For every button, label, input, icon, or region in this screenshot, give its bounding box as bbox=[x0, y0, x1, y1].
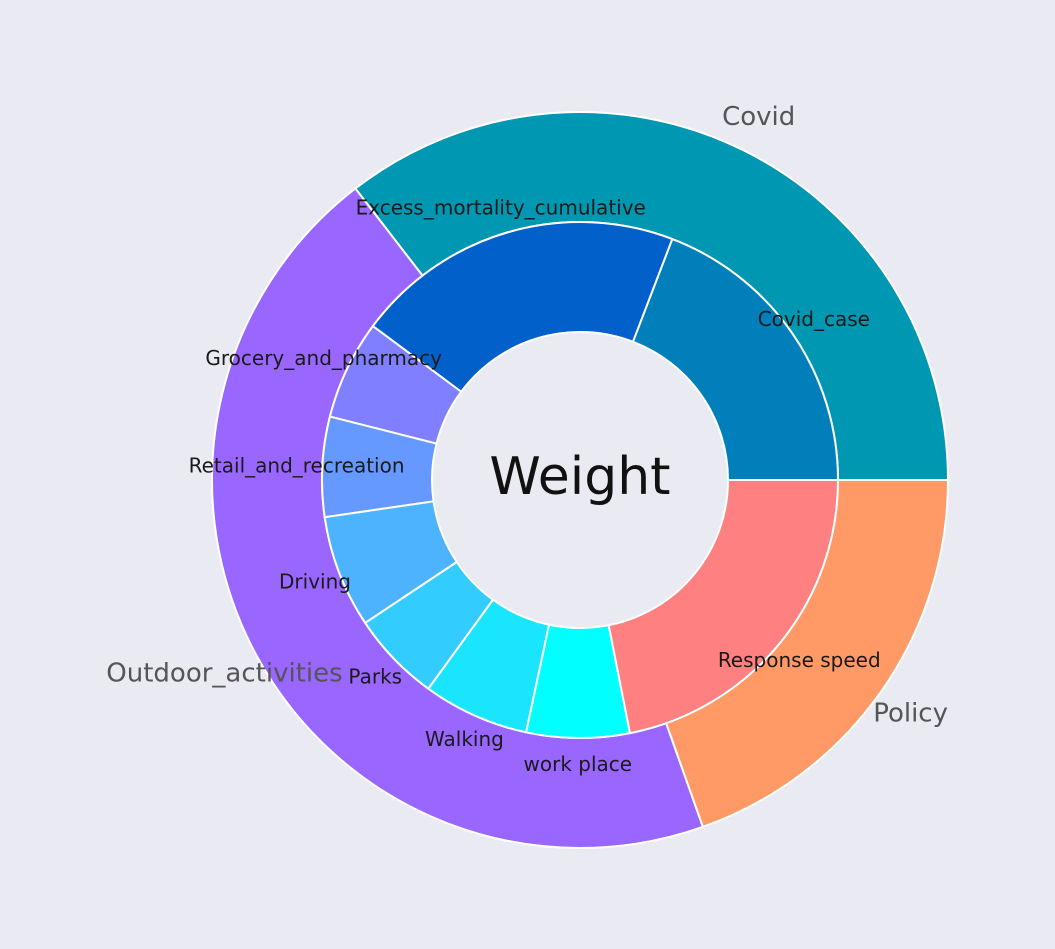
inner-label-driving: Driving bbox=[279, 570, 351, 594]
inner-label-response-speed: Response speed bbox=[718, 648, 881, 672]
inner-label-excess-mortality-cumulative: Excess_mortality_cumulative bbox=[356, 195, 646, 219]
inner-labels: Covid_case Excess_mortality_cumulative Gro… bbox=[189, 195, 881, 775]
outer-labels: Covid Outdoor_activities Policy bbox=[106, 102, 948, 729]
inner-wedge-response-speed bbox=[607, 479, 839, 735]
inner-label-covid-case: Covid_case bbox=[758, 307, 870, 331]
inner-label-parks: Parks bbox=[348, 665, 402, 689]
inner-wedge-covid-case bbox=[631, 238, 839, 481]
inner-label-walking: Walking bbox=[425, 727, 504, 751]
outer-label-covid: Covid bbox=[722, 102, 795, 132]
inner-wedge-excess-mortality-cumulative bbox=[371, 221, 674, 393]
inner-label-retail-and-recreation: Retail_and_recreation bbox=[189, 453, 405, 477]
inner-label-work-place: work place bbox=[524, 752, 633, 776]
outer-label-policy: Policy bbox=[873, 699, 948, 729]
inner-label-grocery-and-pharmacy: Grocery_and_pharmacy bbox=[205, 346, 442, 370]
inner-ring bbox=[321, 221, 839, 739]
outer-label-outdoor-activities: Outdoor_activities bbox=[106, 659, 342, 689]
chart-title: Weight bbox=[489, 447, 670, 507]
